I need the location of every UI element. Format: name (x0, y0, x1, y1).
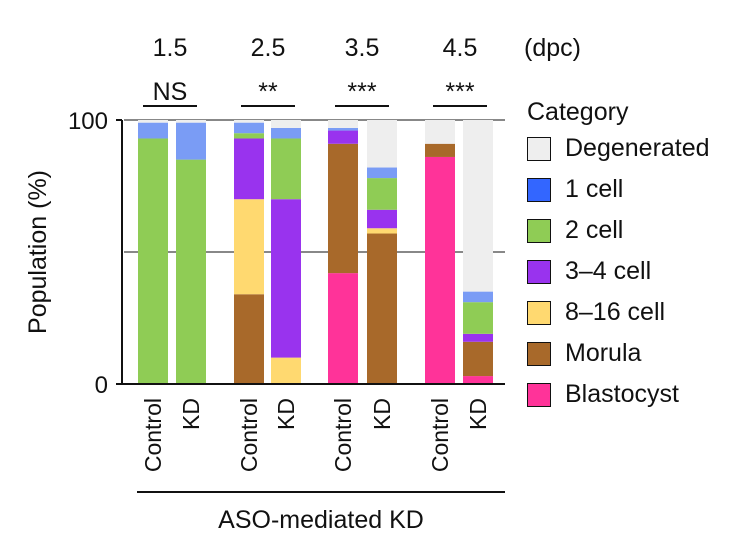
segment-degenerated (463, 120, 493, 292)
y-tick-label-100: 100 (68, 108, 108, 135)
group-label-1.5: 1.5 (153, 34, 188, 62)
segment-2-cell (234, 133, 264, 139)
significance-3.5: *** (347, 78, 376, 106)
segment-1-cell (234, 122, 264, 134)
segment-degenerated (271, 120, 301, 128)
x-tick-label-1.5-control: Control (140, 398, 166, 472)
bar-3.5-kd (367, 120, 397, 384)
legend-swatch (527, 341, 551, 366)
segment-1-cell (271, 127, 301, 139)
segment-1-cell (176, 122, 206, 160)
segment-2-cell (138, 138, 168, 384)
bar-3.5-control (328, 120, 358, 384)
segment-blastocyst (463, 376, 493, 384)
bar-2.5-control (234, 120, 264, 384)
bar-area (138, 120, 493, 384)
segment-2-cell (271, 138, 301, 200)
legend-swatch (527, 177, 551, 202)
y-tick-label-0: 0 (95, 372, 108, 399)
segment-degenerated (138, 120, 168, 123)
legend-swatch (527, 136, 551, 161)
bar-1.5-kd (176, 120, 206, 384)
y-axis: 0 100 (68, 108, 505, 399)
legend-item-2-cell: 2 cell (527, 210, 710, 251)
legend-label: 8–16 cell (565, 298, 666, 326)
legend-item-morula: Morula (527, 333, 710, 374)
segment-degenerated (425, 120, 455, 144)
segment-morula (463, 341, 493, 377)
group-label-2.5: 2.5 (251, 34, 286, 62)
legend-item-8-16-cell: 8–16 cell (527, 292, 710, 333)
segment-3-4-cell (367, 209, 397, 229)
legend-label: Morula (565, 339, 642, 367)
x-tick-label-4.5-control: Control (427, 398, 453, 472)
segment-8-16-cell (367, 228, 397, 234)
legend-swatch (527, 300, 551, 325)
segment-2-cell (176, 159, 206, 384)
segment-blastocyst (328, 273, 358, 384)
legend-swatch (527, 218, 551, 243)
x-tick-label-2.5-control: Control (236, 398, 262, 472)
x-tick-label-1.5-kd: KD (178, 398, 204, 430)
segment-1-cell (463, 291, 493, 303)
legend-label: 2 cell (565, 216, 624, 244)
legend-label: 3–4 cell (565, 257, 652, 285)
significance-1.5: NS (153, 78, 188, 106)
group-label-3.5: 3.5 (345, 34, 380, 62)
segment-degenerated (234, 120, 264, 123)
segment-2-cell (463, 302, 493, 334)
group-unit-label: (dpc) (524, 34, 581, 62)
bar-2.5-kd (271, 120, 301, 384)
legend-swatch (527, 259, 551, 284)
annotations: 1.5 NS 2.5 ** 3.5 *** 4.5 *** (143, 34, 487, 107)
legend-label: Blastocyst (565, 380, 679, 408)
legend-swatch (527, 382, 551, 407)
segment-morula (328, 143, 358, 274)
segment-morula (367, 233, 397, 384)
legend-label: Degenerated (565, 134, 710, 162)
segment-morula (425, 143, 455, 157)
y-axis-label: Population (%) (24, 170, 52, 334)
significance-4.5: *** (445, 78, 474, 106)
segment-3-4-cell (234, 138, 264, 200)
segment-degenerated (367, 120, 397, 168)
legend: Category Degenerated 1 cell 2 cell 3–4 cell… (527, 96, 710, 415)
segment-1-cell (328, 127, 358, 131)
segment-1-cell (367, 167, 397, 179)
legend-item-1-cell: 1 cell (527, 169, 710, 210)
segment-3-4-cell (271, 199, 301, 358)
segment-blastocyst (425, 156, 455, 384)
bar-1.5-control (138, 120, 168, 384)
x-tick-label-2.5-kd: KD (273, 398, 299, 430)
group-label-4.5: 4.5 (443, 34, 478, 62)
x-tick-label-4.5-kd: KD (465, 398, 491, 430)
legend-item-blastocyst: Blastocyst (527, 374, 710, 415)
bar-4.5-control (425, 120, 455, 384)
legend-label: 1 cell (565, 175, 624, 203)
legend-title: Category (527, 98, 629, 126)
segment-3-4-cell (463, 333, 493, 342)
segment-degenerated (176, 120, 206, 123)
segment-8-16-cell (271, 357, 301, 384)
segment-3-4-cell (328, 130, 358, 144)
segment-8-16-cell (234, 199, 264, 295)
legend-item-degenerated: Degenerated (527, 128, 710, 169)
significance-2.5: ** (258, 78, 278, 106)
x-tick-labels: Control KD Control KD Control KD Control KD (140, 398, 491, 472)
segment-2-cell (367, 178, 397, 210)
segment-1-cell (138, 122, 168, 139)
legend-item-3-4-cell: 3–4 cell (527, 251, 710, 292)
bar-4.5-kd (463, 120, 493, 384)
x-tick-label-3.5-control: Control (330, 398, 356, 472)
segment-degenerated (328, 120, 358, 128)
x-axis-label: ASO-mediated KD (218, 506, 424, 534)
segment-morula (234, 294, 264, 384)
x-tick-label-3.5-kd: KD (369, 398, 395, 430)
